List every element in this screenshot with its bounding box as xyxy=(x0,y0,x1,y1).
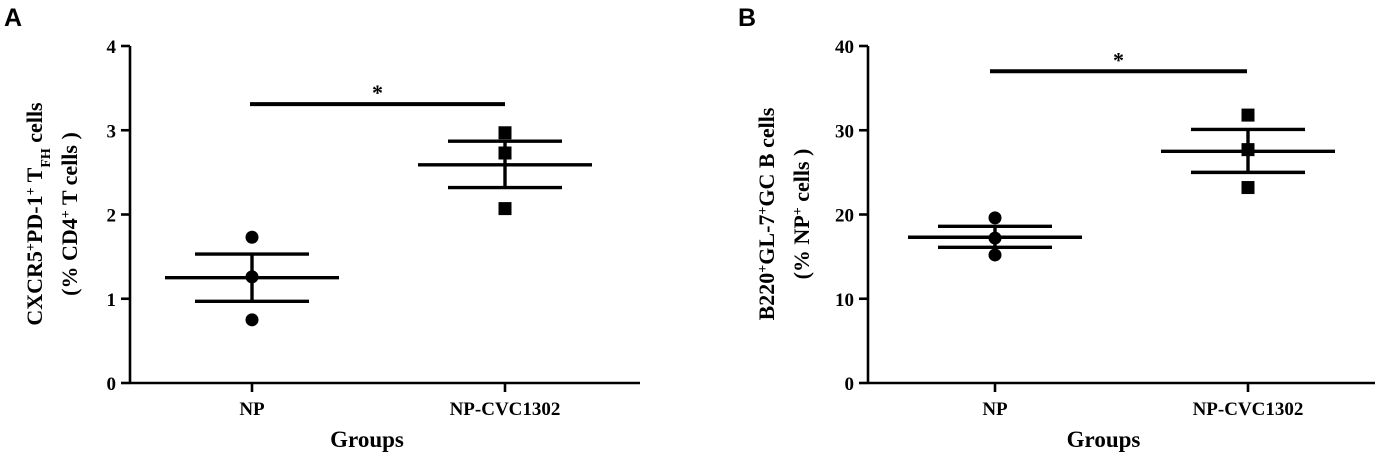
y-axis-title-text: T xyxy=(22,167,47,187)
y-axis-title-superscript: + xyxy=(24,243,39,251)
x-tick-label: NP-CVC1302 xyxy=(450,399,561,420)
data-point-circle xyxy=(988,248,1002,262)
y-tick-label: 20 xyxy=(835,206,854,227)
y-axis-title-superscript: + xyxy=(59,210,74,218)
significance-label: * xyxy=(1113,47,1124,72)
y-axis-title-subscript: FH xyxy=(39,148,54,168)
data-point-circle xyxy=(245,270,259,284)
y-axis-title-line2: (% NP+ cells ) xyxy=(789,149,814,280)
x-axis-title: Groups xyxy=(330,427,404,452)
x-tick-label: NP xyxy=(239,399,265,420)
y-axis-title-text: GC B cells xyxy=(754,107,779,206)
significance-label: * xyxy=(372,80,383,105)
panel-letter: A xyxy=(4,4,22,32)
data-point-circle xyxy=(988,231,1002,245)
data-point-square xyxy=(1241,181,1255,195)
y-tick-label: 3 xyxy=(107,121,117,142)
data-point-square xyxy=(1241,108,1255,122)
y-axis-title-text: (% NP xyxy=(789,215,814,279)
y-axis-title-text: CXCR5 xyxy=(22,251,47,326)
y-tick-label: 30 xyxy=(835,121,854,142)
y-tick-label: 40 xyxy=(835,37,854,58)
y-tick-label: 0 xyxy=(845,374,855,395)
x-tick-label: NP xyxy=(982,399,1008,420)
y-axis-title-superscript: + xyxy=(756,265,771,273)
y-axis-title-line1: CXCR5+PD-1+ TFH cells xyxy=(22,102,54,326)
data-point-square xyxy=(498,146,512,160)
y-axis-title-superscript: + xyxy=(791,207,806,215)
data-point-square xyxy=(498,126,512,140)
data-point-circle xyxy=(245,230,259,244)
y-axis-title-text: PD-1 xyxy=(22,195,47,243)
y-axis-title-superscript: + xyxy=(756,207,771,215)
panel-a: A 0 1 2 3 4 NP NP-CVC1302 Groups CXCR5+PD-1+ TFH … xyxy=(4,4,640,452)
y-tick-label: 0 xyxy=(107,374,117,395)
data-point-square xyxy=(1241,143,1255,157)
y-axis-title-text: cells ) xyxy=(789,149,814,208)
y-axis-title-text: B220 xyxy=(754,273,779,321)
y-axis-title-text: T cells ) xyxy=(57,132,82,210)
y-axis-title-line2: (% CD4+ T cells ) xyxy=(57,132,82,296)
y-axis-title-superscript: + xyxy=(24,187,39,195)
panel-letter: B xyxy=(738,4,756,32)
y-tick-label: 1 xyxy=(107,290,117,311)
y-tick-label: 2 xyxy=(107,206,117,227)
data-point-circle xyxy=(245,313,259,327)
x-axis-title: Groups xyxy=(1067,427,1141,452)
y-tick-label: 4 xyxy=(107,37,117,58)
data-point-square xyxy=(498,202,512,216)
y-axis-title-text: GL-7 xyxy=(754,215,779,265)
y-tick-label: 10 xyxy=(835,290,854,311)
y-axis-title-text: (% CD4 xyxy=(57,218,82,296)
x-tick-label: NP-CVC1302 xyxy=(1193,399,1304,420)
data-point-circle xyxy=(988,211,1002,225)
y-axis-title-line1: B220+GL-7+GC B cells xyxy=(754,107,779,320)
y-axis-title-text: cells xyxy=(22,102,47,148)
